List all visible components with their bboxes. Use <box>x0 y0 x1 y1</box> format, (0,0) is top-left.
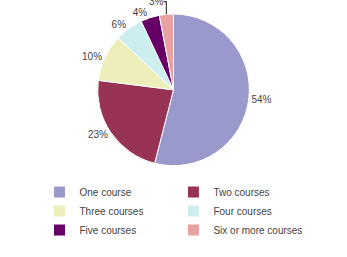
svg-text:Five courses: Five courses <box>80 225 137 236</box>
svg-text:3%: 3% <box>149 0 164 7</box>
svg-text:One course: One course <box>80 187 132 198</box>
svg-text:Three courses: Three courses <box>80 206 144 217</box>
svg-text:Six or more courses: Six or more courses <box>213 225 302 236</box>
svg-text:Four courses: Four courses <box>213 206 271 217</box>
svg-text:4%: 4% <box>133 7 148 18</box>
svg-text:23%: 23% <box>88 129 108 140</box>
svg-text:10%: 10% <box>82 51 102 62</box>
svg-text:54%: 54% <box>251 94 271 105</box>
svg-text:Two courses: Two courses <box>213 187 269 198</box>
svg-text:6%: 6% <box>112 19 127 30</box>
